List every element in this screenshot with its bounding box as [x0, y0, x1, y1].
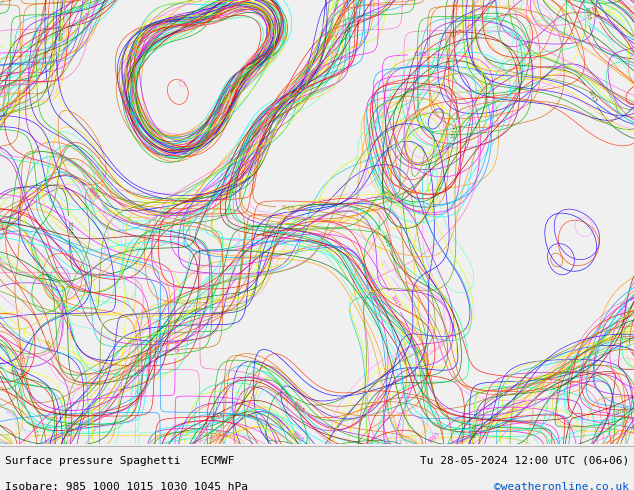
Text: 1015: 1015: [628, 349, 634, 364]
Text: 1015: 1015: [281, 91, 294, 104]
Text: 1015: 1015: [209, 429, 222, 442]
Text: 1000: 1000: [251, 52, 263, 66]
Text: 1015: 1015: [378, 259, 391, 273]
Text: 1015: 1015: [393, 101, 401, 116]
Text: 1015: 1015: [30, 423, 39, 439]
Text: 1015: 1015: [413, 52, 427, 57]
Text: 1015: 1015: [285, 429, 297, 442]
Text: 1015: 1015: [586, 89, 597, 103]
Text: 1015: 1015: [446, 28, 453, 43]
Text: ©weatheronline.co.uk: ©weatheronline.co.uk: [494, 482, 629, 490]
Text: 1015: 1015: [1, 433, 15, 446]
Text: 1015: 1015: [590, 341, 598, 356]
Text: 1015: 1015: [79, 11, 91, 25]
Text: 1015: 1015: [262, 226, 275, 239]
Text: 1015: 1015: [292, 400, 305, 413]
Text: 1015: 1015: [618, 303, 630, 318]
Text: 1015: 1015: [581, 424, 589, 439]
Text: 1015: 1015: [120, 248, 135, 257]
Text: 1015: 1015: [8, 369, 23, 379]
Text: 1015: 1015: [83, 413, 96, 427]
Text: 1015: 1015: [161, 215, 175, 220]
Text: 1015: 1015: [483, 420, 498, 433]
Text: Surface pressure Spaghetti   ECMWF: Surface pressure Spaghetti ECMWF: [5, 456, 235, 466]
Text: 1015: 1015: [408, 189, 422, 196]
Text: 1015: 1015: [427, 431, 441, 444]
Text: 1000: 1000: [215, 102, 226, 117]
Text: 1015: 1015: [349, 414, 364, 422]
Text: 1015: 1015: [621, 415, 633, 429]
Text: 1015: 1015: [63, 423, 69, 437]
Text: 1015: 1015: [291, 430, 305, 443]
Text: 1015: 1015: [605, 409, 619, 422]
Text: 1015: 1015: [59, 26, 65, 41]
Text: 1015: 1015: [291, 88, 304, 101]
Text: 1015: 1015: [87, 188, 100, 201]
Text: 1015: 1015: [614, 407, 629, 416]
Text: 1015: 1015: [445, 26, 453, 41]
Text: 1015: 1015: [8, 43, 22, 49]
Text: 1015: 1015: [471, 424, 477, 438]
Text: 1015: 1015: [1, 85, 15, 98]
Text: 1015: 1015: [586, 9, 600, 16]
Text: 1015: 1015: [42, 339, 51, 354]
Text: 1000: 1000: [232, 88, 242, 102]
Text: 1015: 1015: [66, 220, 72, 235]
Text: 1015: 1015: [3, 409, 17, 421]
Text: 1015: 1015: [280, 205, 295, 211]
Text: 1015: 1015: [583, 6, 591, 21]
Text: 1015: 1015: [287, 429, 300, 442]
Text: 1015: 1015: [41, 52, 55, 58]
Text: 1015: 1015: [380, 234, 391, 248]
Text: 1000: 1000: [244, 67, 257, 80]
Text: 1000: 1000: [222, 91, 233, 105]
Text: 1015: 1015: [449, 28, 463, 39]
Text: 1015: 1015: [210, 413, 225, 422]
Text: 1015: 1015: [558, 30, 573, 40]
Text: 1015: 1015: [389, 294, 400, 309]
Text: 1000: 1000: [222, 103, 231, 118]
Text: 1015: 1015: [172, 339, 178, 353]
Text: 1015: 1015: [589, 4, 600, 19]
Text: 1000: 1000: [245, 50, 259, 63]
Text: 1015: 1015: [37, 28, 44, 43]
Text: Tu 28-05-2024 12:00 UTC (06+06): Tu 28-05-2024 12:00 UTC (06+06): [420, 456, 629, 466]
Text: Isobare: 985 1000 1015 1030 1045 hPa: Isobare: 985 1000 1015 1030 1045 hPa: [5, 482, 248, 490]
Text: 1015: 1015: [451, 124, 458, 139]
Text: 1015: 1015: [624, 321, 633, 336]
